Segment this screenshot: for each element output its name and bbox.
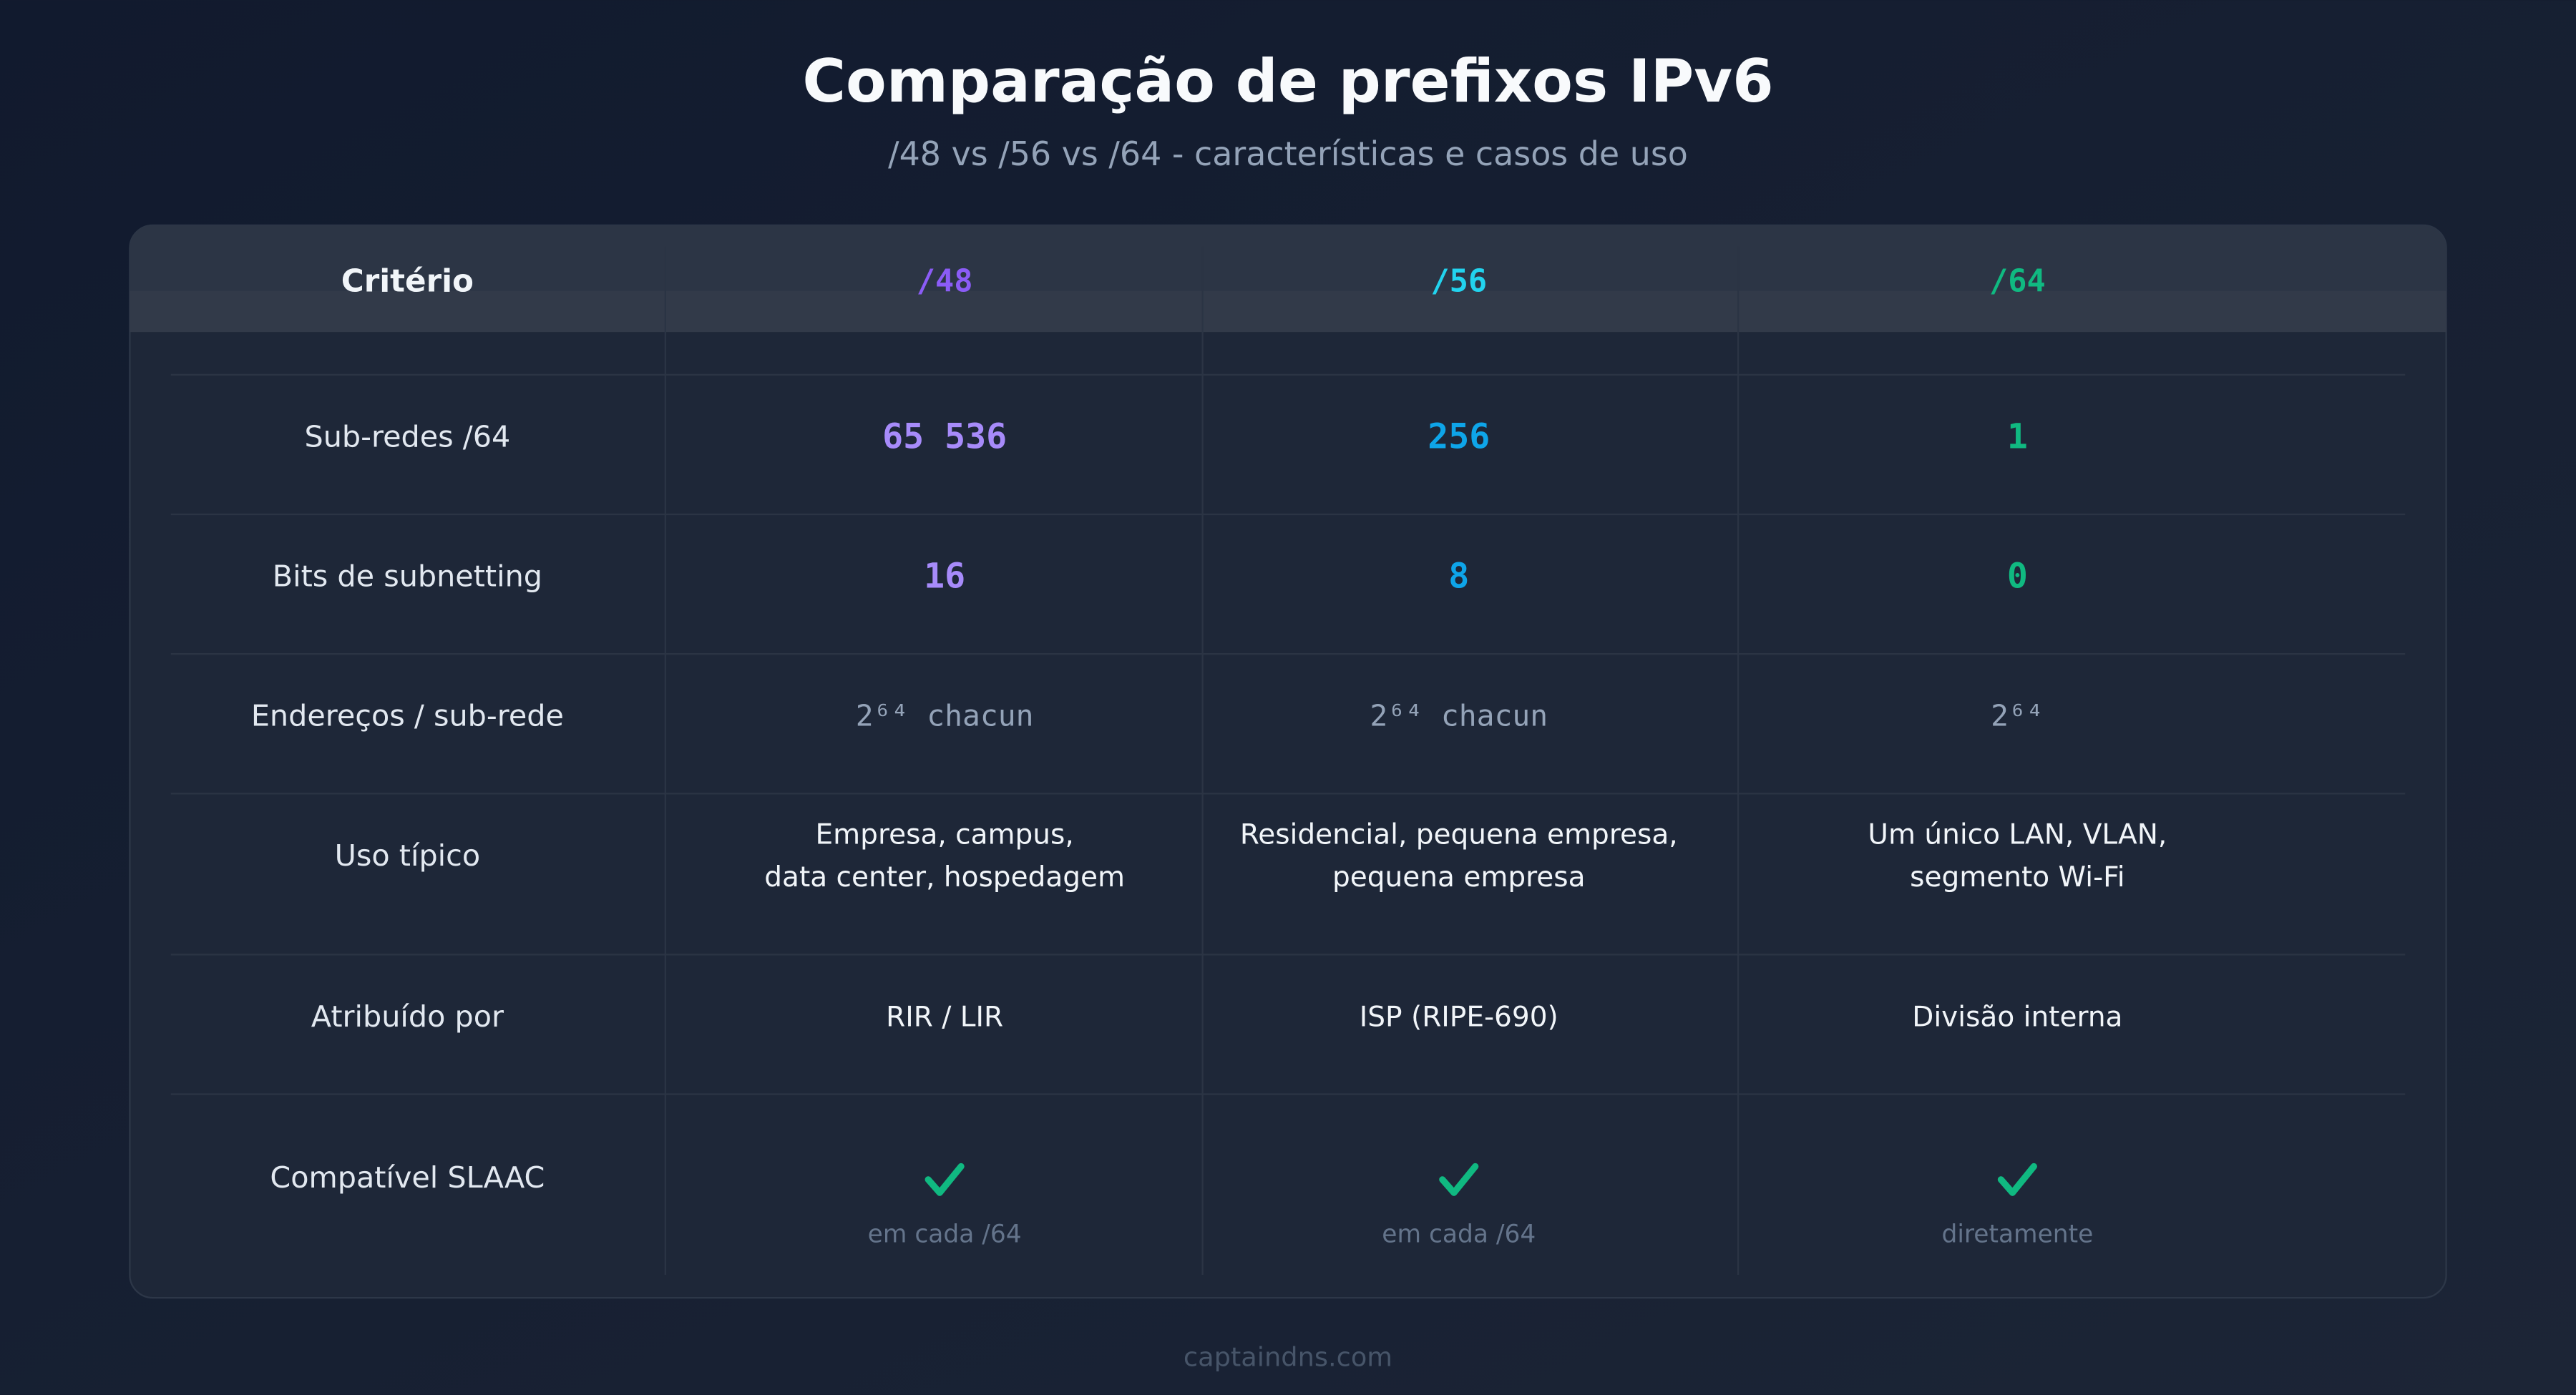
cell-text: 1 xyxy=(2007,416,2028,456)
cell-text: segmento Wi-Fi xyxy=(1910,861,2124,894)
cell-text: 2⁶⁴ chacun xyxy=(1370,699,1548,733)
cell-text: 65 536 xyxy=(882,416,1007,456)
header-highlight xyxy=(130,290,2446,333)
table-card xyxy=(129,224,2447,1299)
cell-text: data center, hospedagem xyxy=(764,861,1125,894)
cell-text: 2⁶⁴ chacun xyxy=(856,699,1034,733)
cell-text: 256 xyxy=(1428,416,1490,456)
check-icon xyxy=(924,1162,965,1196)
cell-text: pequena empresa xyxy=(1332,861,1586,894)
cell-note: em cada /64 xyxy=(868,1220,1022,1248)
row-label: Sub-redes /64 xyxy=(304,419,510,454)
cell-note: em cada /64 xyxy=(1382,1220,1536,1248)
column-header: /64 xyxy=(1989,263,2046,299)
row-label: Bits de subnetting xyxy=(273,559,542,594)
cell-text: Residencial, pequena empresa, xyxy=(1240,819,1678,851)
cell-text: Empresa, campus, xyxy=(816,819,1074,851)
column-header: /48 xyxy=(917,263,973,299)
check-icon xyxy=(1997,1162,2037,1196)
cell-text: RIR / LIR xyxy=(886,1001,1003,1033)
cell-text: 16 xyxy=(924,557,965,597)
subtitle: /48 vs /56 vs /64 - características e ca… xyxy=(888,134,1688,173)
row-label: Endereços / sub-rede xyxy=(251,699,564,733)
cell-note: diretamente xyxy=(1941,1220,2093,1248)
row-label: Atribuído por xyxy=(311,999,504,1034)
cell-text: Divisão interna xyxy=(1912,1001,2122,1033)
row-label: Compatível SLAAC xyxy=(270,1160,545,1195)
cell-text: ISP (RIPE-690) xyxy=(1360,1001,1558,1033)
row-label: Uso típico xyxy=(335,838,481,873)
cell-text: Um único LAN, VLAN, xyxy=(1868,819,2167,851)
cell-text: 0 xyxy=(2007,557,2028,597)
cell-text: 8 xyxy=(1448,557,1469,597)
footer: captaindns.com xyxy=(1184,1342,1392,1373)
check-icon xyxy=(1439,1162,1479,1196)
title: Comparação de prefixos IPv6 xyxy=(802,47,1773,116)
column-header: /56 xyxy=(1430,263,1487,299)
column-header: Critério xyxy=(341,263,474,299)
cell-text: 2⁶⁴ xyxy=(1991,699,2044,733)
